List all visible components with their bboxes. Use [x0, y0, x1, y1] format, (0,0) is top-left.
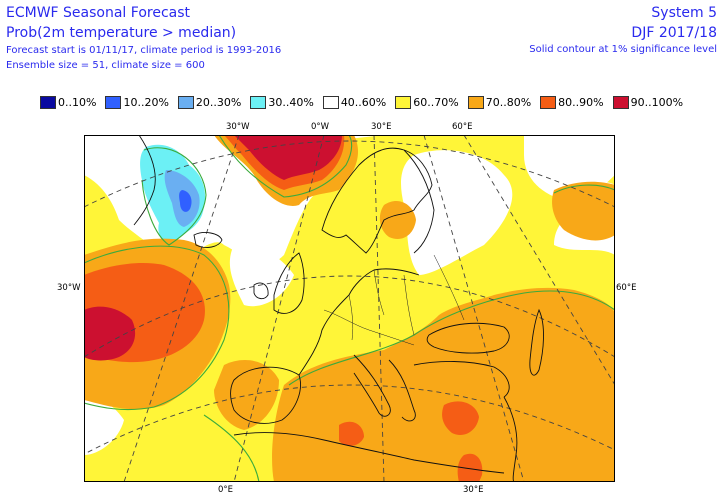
legend-swatch	[105, 95, 122, 109]
legend-label: 60..70%	[413, 95, 459, 109]
system-label: System 5	[651, 5, 717, 21]
prob-area-90-100	[84, 306, 136, 361]
legend-label: 10..20%	[123, 95, 169, 109]
forecast-info: Forecast start is 01/11/17, climate peri…	[6, 45, 282, 56]
grid-label-right-60e: 60°E	[616, 283, 637, 293]
legend-label: 90..100%	[630, 95, 684, 109]
grid-label-bottom-30e: 30°E	[463, 485, 484, 495]
prob-area-90-100	[234, 135, 342, 180]
legend-label: 80..90%	[558, 95, 604, 109]
legend-swatch	[177, 95, 194, 109]
legend-label: 20..30%	[195, 95, 242, 109]
legend-item: 0..10%	[40, 95, 96, 109]
legend-item: 70..80%	[467, 95, 532, 109]
legend-swatch	[467, 95, 484, 109]
prob-area-40-60	[84, 398, 124, 455]
legend-label: 30..40%	[268, 95, 314, 109]
product-subtitle: Prob(2m temperature > median)	[6, 25, 237, 41]
prob-area-80-90	[442, 401, 479, 436]
legend-item: 90..100%	[612, 95, 684, 109]
country-borders	[323, 254, 465, 346]
prob-area-70-80	[552, 181, 615, 241]
legend-item: 40..60%	[322, 95, 387, 109]
prob-area-80-90	[339, 421, 364, 446]
grid-label-top-30w: 30°W	[226, 122, 250, 132]
grid-label-top-0: 0°W	[311, 122, 330, 132]
prob-area-40-60	[401, 150, 513, 275]
prob-area-80-90	[457, 453, 483, 482]
map-frame	[84, 135, 615, 482]
legend-swatch	[250, 95, 267, 109]
legend-swatch	[40, 95, 56, 109]
legend-item: 80..90%	[540, 95, 604, 109]
legend-label: 70..80%	[485, 95, 532, 109]
legend-item: 60..70%	[395, 95, 459, 109]
significance-contours	[84, 135, 615, 482]
ensemble-info: Ensemble size = 51, climate size = 600	[6, 60, 205, 71]
prob-area-40-60	[229, 244, 294, 307]
grid-label-left-30w: 30°W	[57, 283, 81, 293]
contour-note: Solid contour at 1% significance level	[529, 44, 717, 55]
legend: 0..10% 10..20% 20..30% 30..40% 40..60% 6…	[40, 95, 683, 109]
grid-label-bottom-0: 0°E	[218, 485, 234, 495]
legend-label: 0..10%	[58, 95, 97, 109]
legend-swatch	[612, 95, 629, 109]
period-label: DJF 2017/18	[631, 25, 717, 41]
prob-area-70-80	[214, 360, 279, 430]
page-title: ECMWF Seasonal Forecast	[6, 5, 191, 21]
grid-label-top-60e: 60°E	[452, 122, 473, 132]
prob-area-70-80	[379, 200, 416, 240]
legend-swatch	[322, 95, 339, 109]
grid-label-top-30e: 30°E	[371, 122, 392, 132]
legend-swatch	[395, 95, 412, 109]
graticule	[84, 135, 615, 482]
legend-label: 40..60%	[340, 95, 387, 109]
legend-item: 30..40%	[250, 95, 314, 109]
prob-area-10-20	[179, 190, 192, 212]
legend-item: 10..20%	[105, 95, 169, 109]
probability-map	[84, 135, 615, 482]
legend-swatch	[540, 95, 557, 109]
legend-item: 20..30%	[177, 95, 242, 109]
